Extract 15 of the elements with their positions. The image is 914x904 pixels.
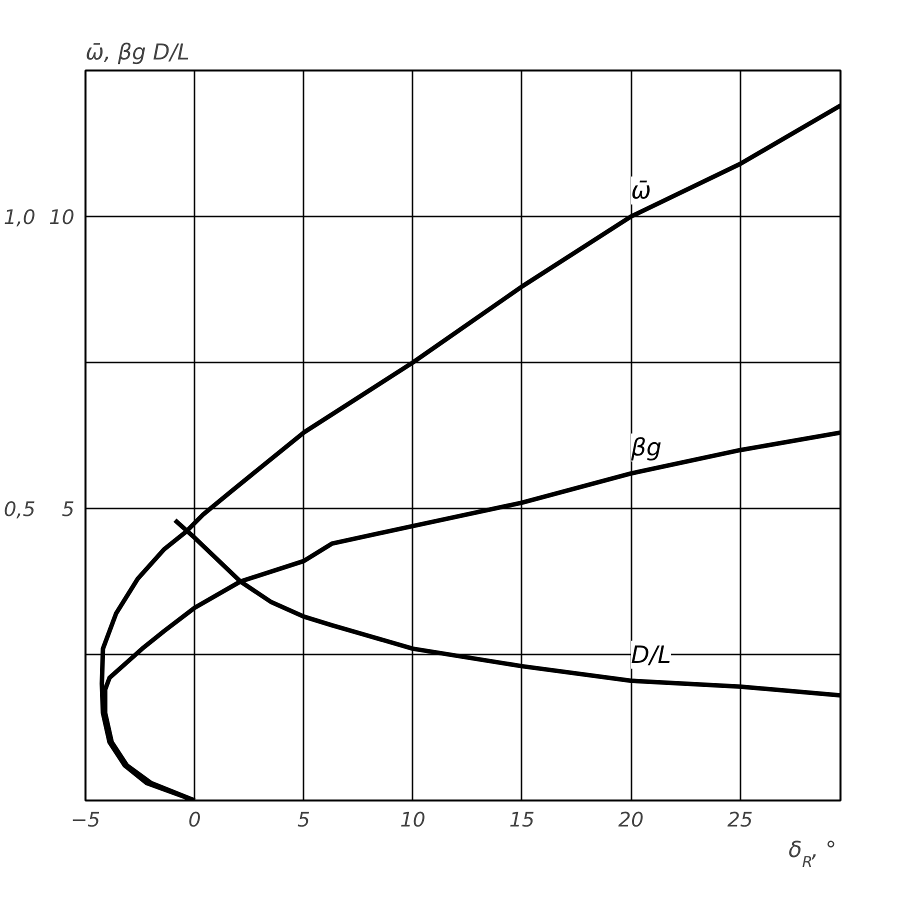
- x-tick-label: 20: [618, 808, 644, 832]
- x-tick-label: 0: [188, 808, 201, 832]
- x-tick-label: −5: [70, 808, 100, 832]
- y-tick-label: 1,0: [4, 205, 36, 229]
- x-tick-label: 15: [509, 808, 535, 832]
- y2-tick-label: 5: [62, 497, 75, 521]
- y-tick-label: 0,5: [4, 497, 36, 521]
- series-label: D/L: [631, 640, 671, 669]
- series-label: ω̄: [631, 176, 652, 204]
- text: ω̄, βg D/L: [86, 40, 190, 66]
- x-tick-label: 10: [400, 808, 426, 832]
- y2-tick-label: 10: [49, 205, 75, 229]
- series-label: βg: [630, 433, 662, 462]
- x-tick-label: 25: [727, 808, 753, 832]
- x-tick-label: 5: [297, 808, 310, 832]
